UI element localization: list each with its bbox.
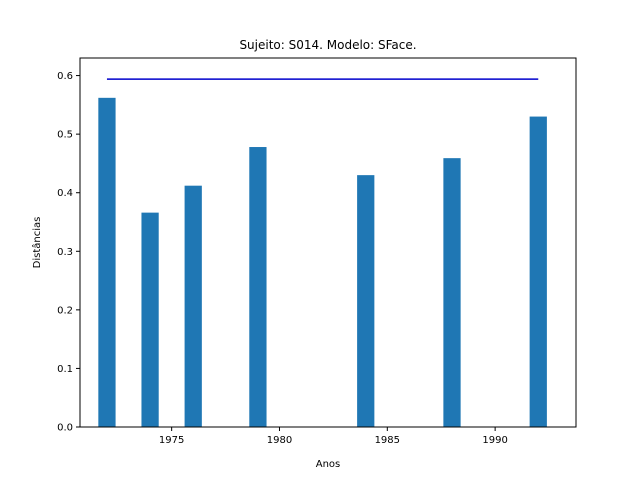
bar-1979	[249, 147, 267, 427]
chart-title: Sujeito: S014. Modelo: SFace.	[239, 38, 416, 52]
y-axis: 0.0 0.1 0.2 0.3 0.4 0.5 0.6	[57, 71, 80, 434]
y-tick-label-0.2: 0.2	[57, 305, 73, 316]
bar-1976	[184, 185, 202, 427]
y-tick-label-0.3: 0.3	[57, 247, 73, 258]
bar-1984	[357, 175, 375, 427]
x-tick-label-1990: 1990	[482, 435, 507, 446]
y-tick-label-0.5: 0.5	[57, 130, 73, 141]
y-tick-label-0.6: 0.6	[57, 71, 73, 82]
bar-1988	[443, 158, 461, 427]
y-axis-label: Distâncias	[31, 217, 43, 269]
x-tick-label-1985: 1985	[375, 435, 400, 446]
x-axis-label: Anos	[316, 459, 341, 470]
x-tick-label-1980: 1980	[267, 435, 292, 446]
y-tick-label-0.1: 0.1	[57, 364, 73, 375]
bar-1992	[529, 116, 547, 428]
axes-frame	[79, 57, 577, 428]
bar-1972	[98, 97, 116, 427]
y-tick-label-0.0: 0.0	[57, 423, 73, 434]
x-tick-label-1975: 1975	[159, 435, 184, 446]
plot-area	[98, 78, 547, 428]
bar-1974	[141, 212, 159, 427]
y-tick-label-0.4: 0.4	[57, 188, 73, 199]
x-axis: 1975 1980 1985 1990	[159, 427, 508, 446]
